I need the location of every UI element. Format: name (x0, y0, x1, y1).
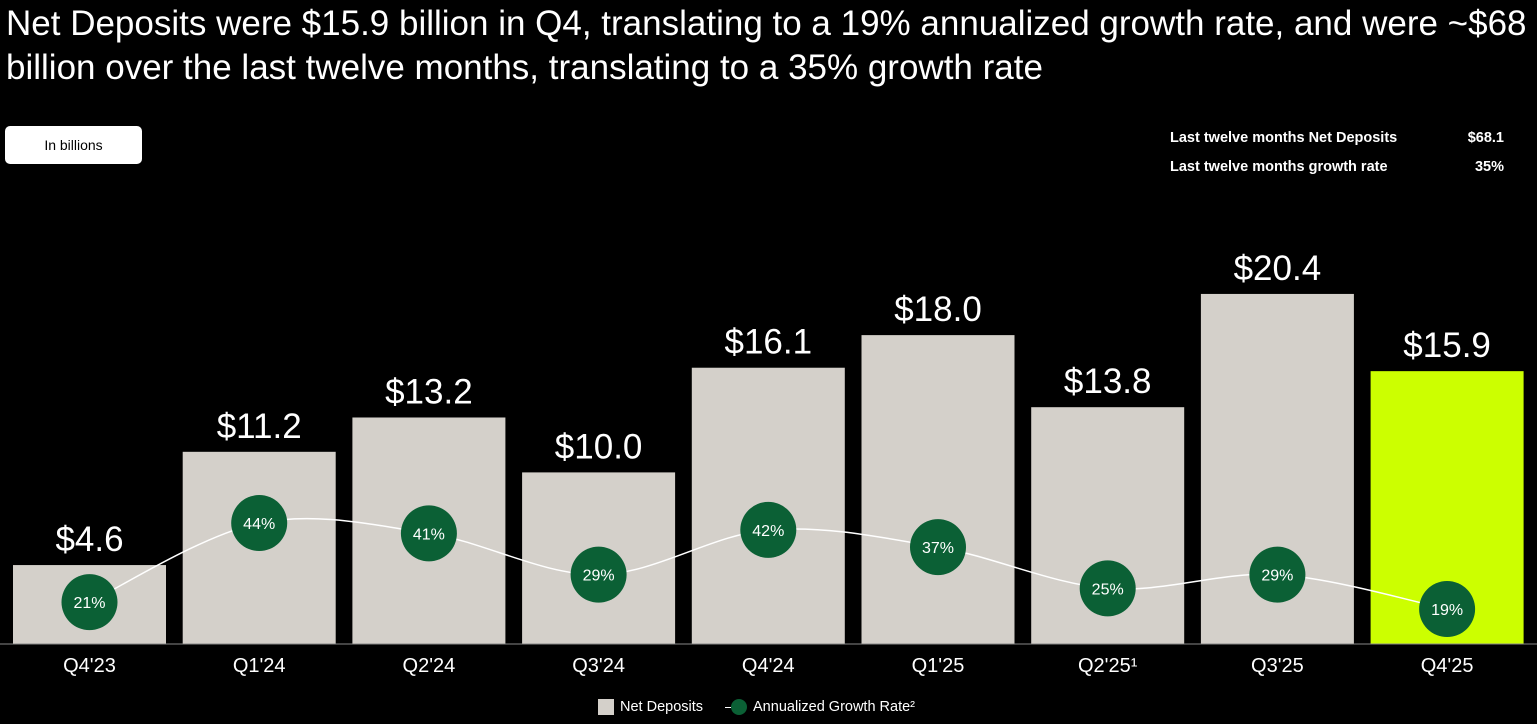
ltm-value-growth: 35% (1474, 159, 1504, 175)
growth-marker-6 (1079, 560, 1136, 617)
bar-value-label: $10.0 (555, 427, 643, 466)
x-tick-label: Q3'25 (1251, 655, 1304, 677)
legend-bar-swatch (598, 699, 614, 715)
growth-rate-label: 19% (1431, 602, 1463, 619)
legend: Net Deposits Annualized Growth Rate² (598, 699, 915, 715)
ltm-value-deposits: $68.1 (1467, 130, 1504, 146)
bar-value-label: $20.4 (1234, 249, 1322, 288)
bar-value-label: $4.6 (55, 520, 123, 559)
ltm-label: Last twelve months growth rate (1170, 159, 1388, 175)
bar-5 (861, 335, 1015, 644)
unit-badge: In billions (5, 126, 142, 164)
legend-net-deposits: Net Deposits (620, 699, 704, 715)
growth-rate-label: 29% (1261, 568, 1293, 585)
x-tick-label: Q2'25¹ (1078, 655, 1138, 677)
x-tick-label: Q4'23 (63, 655, 116, 677)
growth-rate-label: 29% (583, 568, 615, 585)
growth-marker-2 (400, 505, 457, 562)
legend-growth-rate: Annualized Growth Rate² (753, 699, 916, 715)
ltm-label: Last twelve months Net Deposits (1170, 130, 1398, 146)
ltm-row-deposits: Last twelve months Net Deposits (1170, 130, 1397, 146)
x-tick-label: Q4'25 (1421, 655, 1474, 677)
growth-rate-label: 44% (243, 516, 275, 533)
growth-marker-5 (910, 519, 966, 576)
bar-value-label: $16.1 (725, 323, 813, 362)
page-title: Net Deposits were $15.9 billion in Q4, t… (6, 4, 1527, 87)
bar-value-label: $15.9 (1403, 326, 1491, 365)
growth-rate-label: 41% (413, 526, 445, 543)
growth-marker-0 (61, 574, 118, 631)
growth-rate-label: 42% (752, 523, 784, 540)
bar-value-label: $13.2 (385, 372, 473, 411)
growth-marker-3 (570, 546, 627, 603)
x-tick-label: Q3'24 (572, 655, 625, 677)
x-tick-label: Q2'24 (403, 655, 456, 677)
legend-growth-marker (731, 699, 748, 715)
x-tick-label: Q1'24 (233, 655, 286, 677)
x-tick-label: Q4'24 (742, 655, 795, 677)
growth-rate-label: 37% (922, 540, 954, 557)
growth-marker-4 (740, 501, 797, 558)
bar-value-label: $11.2 (217, 407, 302, 446)
ltm-row-growth: Last twelve months growth rate (1170, 159, 1388, 175)
growth-rate-label: 21% (73, 595, 105, 612)
growth-marker-7 (1249, 546, 1306, 603)
bar-value-label: $18.0 (894, 290, 982, 329)
growth-marker-1 (231, 495, 288, 552)
x-tick-label: Q1'25 (912, 655, 965, 677)
growth-rate-label: 25% (1092, 581, 1124, 598)
bar-value-label: $13.8 (1064, 362, 1152, 401)
growth-marker-8 (1419, 581, 1476, 638)
